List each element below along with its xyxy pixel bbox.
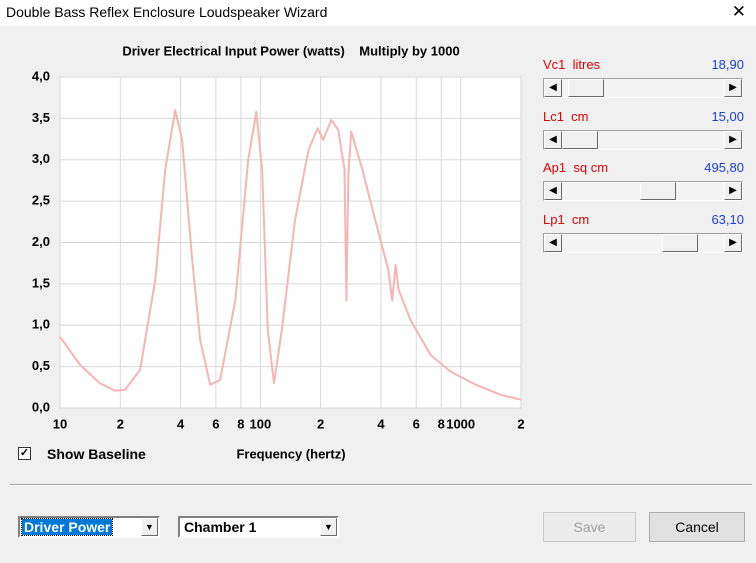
slider-label: Ap1 sq cm <box>543 160 609 175</box>
x-tick-label: 1000 <box>446 416 475 431</box>
show-baseline-checkbox[interactable]: ✓ <box>18 447 31 460</box>
y-tick-label: 0,0 <box>32 399 50 414</box>
plot-select[interactable]: Driver Power ▼ <box>18 516 160 538</box>
scroll-thumb[interactable] <box>662 233 698 252</box>
chamber-select[interactable]: Chamber 1 ▼ <box>178 516 339 538</box>
title-bar: Double Bass Reflex Enclosure Loudspeaker… <box>0 0 756 26</box>
separator <box>10 484 752 486</box>
scrollbar[interactable]: ◀ ▶ <box>543 232 743 253</box>
slider-label: Lc1 cm <box>543 108 589 124</box>
save-button[interactable]: Save <box>543 512 636 542</box>
scroll-right[interactable]: ▶ <box>724 79 742 97</box>
scroll-thumb[interactable] <box>568 79 604 97</box>
x-tick-label: 100 <box>249 416 271 431</box>
x-tick-label: 10 <box>53 416 67 431</box>
y-tick-label: 0,5 <box>32 358 50 373</box>
slider-value: 15,00 <box>711 108 744 124</box>
scrollbar[interactable]: ◀ ▶ <box>543 181 743 201</box>
x-tick-label: 8 <box>438 416 445 431</box>
plot-select-value: Driver Power <box>20 518 114 536</box>
dropdown-arrow[interactable]: ▼ <box>141 518 158 536</box>
y-tick-label: 1,5 <box>32 275 50 290</box>
x-tick-label: 6 <box>212 416 219 431</box>
cancel-button[interactable]: Cancel <box>649 512 745 542</box>
window-title: Double Bass Reflex Enclosure Loudspeaker… <box>6 4 328 20</box>
scroll-right[interactable]: ▶ <box>724 233 742 252</box>
scroll-left[interactable]: ◀ <box>544 182 562 200</box>
dropdown-arrow[interactable]: ▼ <box>320 518 337 536</box>
y-tick-label: 4,0 <box>32 68 50 83</box>
x-axis-label: Frequency (hertz) <box>236 446 345 461</box>
y-tick-label: 2,0 <box>32 234 50 249</box>
y-tick-label: 3,5 <box>32 110 50 125</box>
scroll-left[interactable]: ◀ <box>544 130 562 149</box>
slider-label: Lp1 cm <box>543 211 590 227</box>
chamber-select-value: Chamber 1 <box>184 519 257 535</box>
x-tick-label: 4 <box>377 416 385 431</box>
scroll-right[interactable]: ▶ <box>724 182 742 200</box>
y-tick-label: 2,5 <box>32 193 50 208</box>
slider-label: Vc1 litres <box>543 57 601 72</box>
x-tick-label: 2 <box>517 416 524 431</box>
y-tick-label: 1,0 <box>32 317 50 332</box>
scroll-left[interactable]: ◀ <box>544 233 562 252</box>
x-tick-label: 8 <box>237 416 244 431</box>
scroll-left[interactable]: ◀ <box>544 79 562 97</box>
slider-value: 495,80 <box>704 160 744 175</box>
slider-value: 63,10 <box>711 211 744 227</box>
chart: Driver Electrical Input Power (watts) Mu… <box>32 43 525 461</box>
scrollbar[interactable]: ◀ ▶ <box>543 78 743 98</box>
slider-value: 18,90 <box>711 57 744 72</box>
y-tick-label: 3,0 <box>32 151 50 166</box>
x-tick-label: 6 <box>413 416 420 431</box>
x-tick-label: 2 <box>317 416 324 431</box>
scrollbar[interactable]: ◀ ▶ <box>543 129 743 150</box>
chart-title: Driver Electrical Input Power (watts) Mu… <box>122 43 459 58</box>
scroll-thumb[interactable] <box>640 182 676 200</box>
scroll-right[interactable]: ▶ <box>724 130 742 149</box>
x-tick-label: 4 <box>177 416 185 431</box>
x-tick-label: 2 <box>117 416 124 431</box>
data-line <box>59 109 522 401</box>
show-baseline-label[interactable]: Show Baseline <box>47 446 146 462</box>
scroll-thumb[interactable] <box>562 130 598 149</box>
close-button[interactable]: ✕ <box>731 2 746 21</box>
